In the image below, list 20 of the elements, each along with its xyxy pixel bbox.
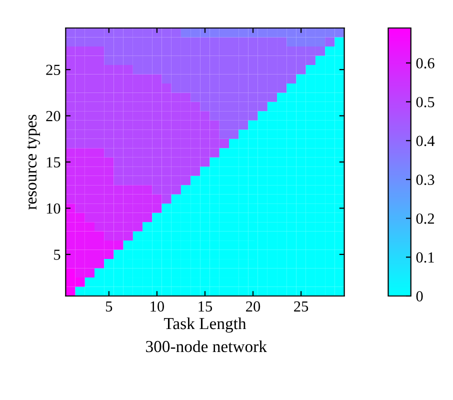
x-tick-label: 15 bbox=[198, 301, 212, 312]
y-tick-label: 5 bbox=[54, 250, 60, 260]
x-tick-label: 25 bbox=[294, 301, 308, 312]
color-bar-label: 0.4 bbox=[416, 136, 435, 146]
color-bar-label: 0.3 bbox=[416, 174, 434, 185]
x-axis-title: Task Length bbox=[164, 317, 246, 333]
color-bar-label: 0 bbox=[416, 291, 423, 302]
text: 300-node network bbox=[146, 340, 267, 352]
y-tick-label: 25 bbox=[46, 64, 60, 76]
x-tick-label: 5 bbox=[106, 301, 112, 312]
x-tick-label: 10 bbox=[150, 301, 164, 312]
y-axis-title: resource types bbox=[27, 114, 40, 210]
color-bar-label: 0.2 bbox=[416, 213, 434, 224]
color-bar-label: 0.6 bbox=[416, 58, 434, 68]
x-tick-label: 20 bbox=[246, 301, 260, 312]
y-tick-label: 15 bbox=[46, 157, 60, 168]
y-tick-label: 20 bbox=[46, 110, 60, 122]
color-bar-label: 0.5 bbox=[416, 96, 434, 108]
color-bar-label: 0.1 bbox=[416, 252, 434, 263]
y-tick-label: 10 bbox=[46, 203, 60, 214]
